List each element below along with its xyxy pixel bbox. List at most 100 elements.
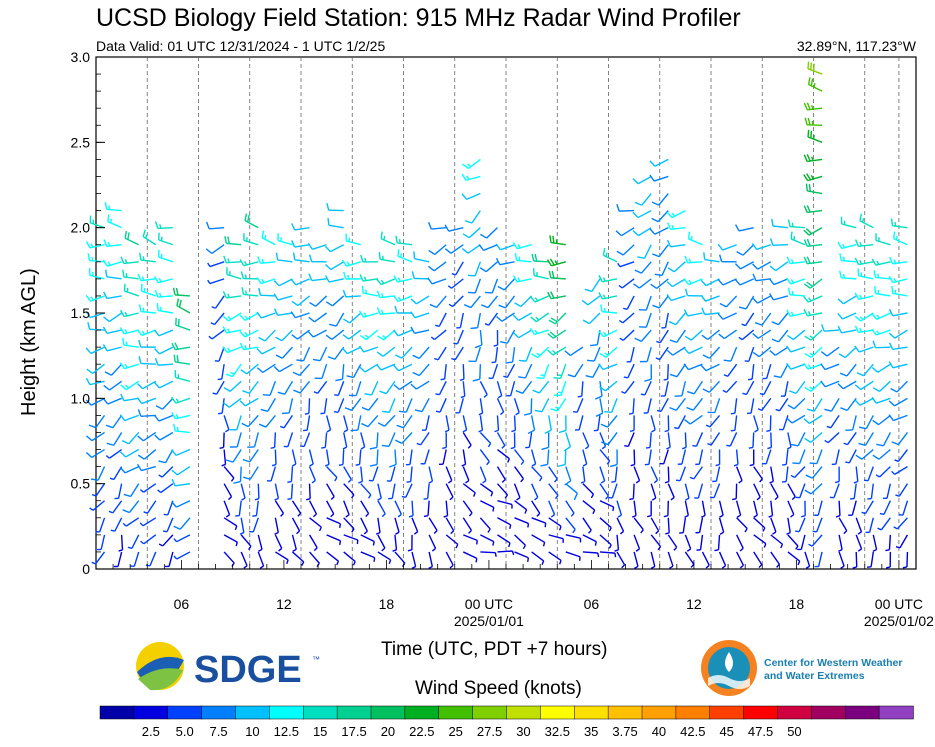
wind-barb: [837, 295, 857, 305]
colorbar-swatch: [269, 705, 304, 720]
wind-barb: [401, 483, 413, 499]
wind-barb: [700, 278, 720, 287]
wind-barb: [684, 288, 703, 297]
wind-barb: [412, 363, 430, 377]
wind-barb: [547, 346, 567, 356]
wind-barb: [744, 346, 755, 363]
wind-barb: [497, 448, 510, 463]
wind-barb: [867, 483, 874, 500]
wind-barb: [123, 283, 139, 297]
wind-barb: [663, 500, 669, 518]
wind-barb: [548, 517, 562, 531]
wind-barb: [343, 500, 350, 518]
wind-barb: [122, 269, 139, 280]
wind-barb: [394, 500, 402, 518]
wind-barb: [863, 466, 874, 482]
wind-barb: [406, 466, 413, 483]
wind-barb: [291, 223, 310, 231]
wind-barb: [544, 415, 553, 434]
wind-barb: [601, 432, 618, 446]
colorbar-label: 32.5: [545, 724, 570, 739]
wind-barb: [242, 380, 259, 394]
wind-barb: [411, 271, 430, 280]
wind-barb: [684, 255, 703, 264]
wind-barb: [120, 393, 139, 402]
wind-barb: [840, 397, 857, 412]
wind-barb: [275, 329, 293, 342]
wind-barb: [274, 517, 279, 535]
wind-barb: [599, 449, 611, 465]
colorbar-swatch: [607, 705, 643, 720]
wind-barb: [377, 414, 396, 427]
wind-barb: [803, 238, 823, 247]
x-tick-label: 18: [379, 596, 395, 612]
wind-barb: [663, 364, 669, 381]
wind-barb: [308, 466, 316, 484]
wind-barb: [494, 415, 500, 433]
wind-barb: [838, 517, 848, 535]
wind-barb: [130, 551, 140, 567]
wind-barb: [359, 329, 379, 341]
wind-barb: [85, 377, 105, 386]
wind-barb: [326, 500, 335, 518]
wind-barb: [344, 397, 362, 411]
wind-barb: [857, 268, 874, 280]
wind-barb: [683, 309, 703, 317]
wind-barb: [735, 466, 743, 484]
wind-barb: [683, 278, 703, 286]
wind-barb: [644, 449, 652, 466]
wind-barb: [854, 397, 874, 406]
wind-barb: [261, 230, 276, 246]
wind-barb: [666, 278, 686, 288]
wind-barb: [871, 396, 891, 404]
wind-barb: [674, 381, 687, 397]
wind-barb: [421, 415, 430, 431]
wind-barb: [769, 293, 789, 301]
wind-barb: [157, 483, 174, 494]
wind-barb: [463, 295, 481, 309]
wind-barb: [759, 380, 772, 396]
wind-barb: [163, 500, 174, 516]
wind-barb: [854, 312, 874, 322]
wind-barb: [762, 449, 772, 465]
wind-barb: [656, 397, 669, 413]
wind-barb: [547, 291, 566, 300]
wind-barb: [461, 192, 481, 201]
wind-barb: [283, 432, 294, 448]
wind-barb: [853, 466, 859, 484]
wind-barb: [480, 500, 495, 512]
wind-barb: [496, 381, 503, 399]
wind-barb: [558, 415, 567, 434]
wind-barb: [619, 329, 635, 341]
wind-barb: [462, 227, 481, 239]
wind-barb: [735, 534, 744, 552]
wind-barb: [136, 463, 156, 472]
wind-barb: [342, 329, 362, 340]
wind-barb: [256, 311, 276, 319]
wind-barb: [154, 289, 173, 298]
wind-barb: [584, 278, 601, 293]
wind-barb: [320, 398, 328, 415]
colorbar-label: 47.5: [748, 724, 773, 739]
wind-barb: [442, 432, 447, 450]
colorbar-swatch: [438, 705, 474, 720]
wind-barb: [274, 500, 285, 517]
wind-barb: [240, 534, 252, 551]
wind-barb: [102, 326, 122, 335]
wind-barb: [461, 244, 481, 254]
wind-barb: [394, 431, 413, 445]
wind-barb: [701, 329, 720, 340]
wind-barb: [512, 242, 532, 250]
wind-barb: [138, 304, 156, 314]
wind-barb: [890, 218, 908, 229]
wind-barb: [411, 551, 417, 570]
wind-barb: [513, 483, 521, 501]
wind-barb: [343, 534, 359, 545]
wind-barb: [525, 432, 533, 449]
wind-barb: [241, 414, 259, 428]
wind-barb: [480, 534, 495, 546]
wind-barb: [488, 363, 499, 380]
wind-barb: [529, 327, 549, 336]
wind-barb: [787, 551, 801, 566]
